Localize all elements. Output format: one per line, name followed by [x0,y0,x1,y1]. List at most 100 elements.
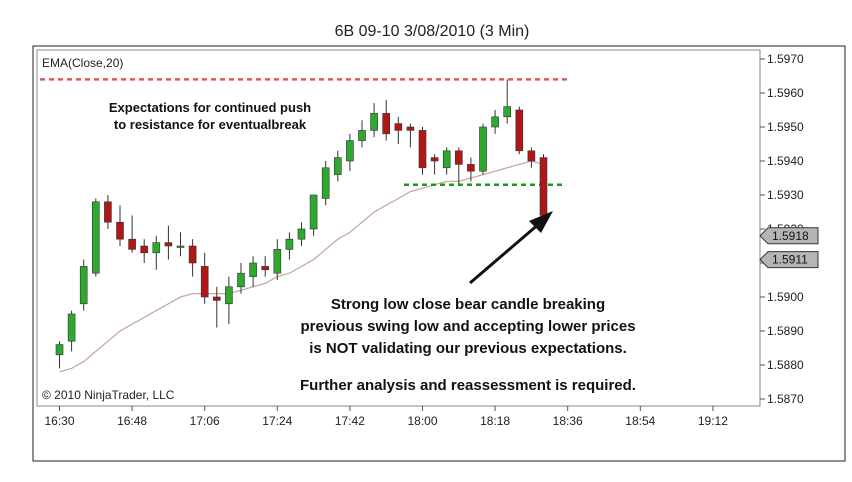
candle [503,79,512,124]
candle-body [515,109,524,152]
candle [188,239,197,277]
x-tick-label: 18:54 [625,414,655,428]
x-tick-label: 18:18 [480,414,510,428]
candle-body [188,245,197,264]
main-note-line-1: Strong low close bear candle breaking [331,296,605,313]
candle [225,276,233,325]
candle-body [406,126,415,131]
candle [467,157,475,182]
candle-body [237,272,245,288]
candle [346,133,354,172]
x-tick-label: 17:42 [335,414,365,428]
price-marker-tag [759,227,819,245]
candle-body [454,150,463,165]
candle-body [309,194,318,230]
x-tick-label: 16:30 [44,414,74,428]
candle-body [285,238,294,250]
candle-body [539,157,548,216]
candle [479,123,487,175]
plot-area [36,49,761,407]
candle-body [67,313,76,342]
candle [382,99,391,141]
candle [358,120,366,148]
candle [152,235,161,270]
candle [92,198,100,277]
candle-body [358,130,366,141]
candle [79,259,88,311]
candle-body [527,150,536,162]
candle [249,256,257,287]
candle-body [346,140,354,162]
candle-body [503,106,512,118]
x-tick-label: 17:06 [190,414,220,428]
candle-body [370,113,378,131]
candle-body [104,201,112,223]
candle [128,215,136,253]
price-marker: 1.5918 [759,227,819,245]
candle-body [249,262,257,277]
candle [116,205,124,246]
candle-body [430,157,439,162]
y-tick-label: 1.5970 [767,52,804,66]
candle [237,263,245,294]
x-tick-label: 19:12 [698,414,728,428]
price-marker-label: 1.5918 [772,229,809,243]
top-note-line-2: to resistance for eventualbreak [114,117,307,132]
chart-title: 6B 09-10 3/08/2010 (3 Min) [335,23,530,40]
candle [213,286,221,328]
x-tick-label: 18:36 [553,414,583,428]
candle-body [261,266,270,271]
candle-body [321,167,330,199]
candle-body [418,130,427,169]
candle-body [297,228,306,240]
candle [406,123,415,148]
candle [55,341,64,369]
candle [261,256,270,277]
x-tick-label: 16:48 [117,414,147,428]
candle-body [55,344,64,356]
candle-body [116,221,124,240]
y-tick-label: 1.5900 [767,290,804,304]
candle [515,106,524,155]
candle-body [140,245,148,254]
candle-body [213,296,221,301]
candle-body [200,266,209,298]
candle [273,239,282,280]
candle [164,225,173,260]
candle-body [128,238,136,250]
candle-body [382,113,391,135]
price-marker: 1.5911 [759,251,819,269]
indicator-label: EMA(Close,20) [42,56,123,70]
candle [333,150,342,182]
candle-body [152,242,161,254]
candle-body [164,242,173,247]
main-note-line-4: Further analysis and reassessment is req… [300,377,636,394]
candle [527,147,536,168]
candle-body [491,116,499,128]
x-tick-label: 18:00 [407,414,437,428]
price-marker-label: 1.5911 [772,253,808,267]
annotation-arrow [469,211,553,285]
candle [200,252,209,304]
main-note-line-2: previous swing low and accepting lower p… [300,318,635,335]
candle [67,310,76,352]
y-tick-label: 1.5890 [767,324,804,338]
candle-body [442,150,451,169]
candle-body [176,245,185,248]
y-tick-label: 1.5950 [767,120,804,134]
candle-body [467,164,475,172]
candle [321,161,330,206]
candle [442,147,451,175]
candle [104,195,112,229]
candle-body [394,123,403,131]
candle-body [333,157,342,175]
candle [140,239,148,263]
candle-body [92,201,100,274]
copyright-label: © 2010 NinjaTrader, LLC [42,388,175,402]
candle [418,127,427,175]
y-tick-label: 1.5930 [767,188,804,202]
candle [394,116,403,144]
candle-body [273,249,282,274]
